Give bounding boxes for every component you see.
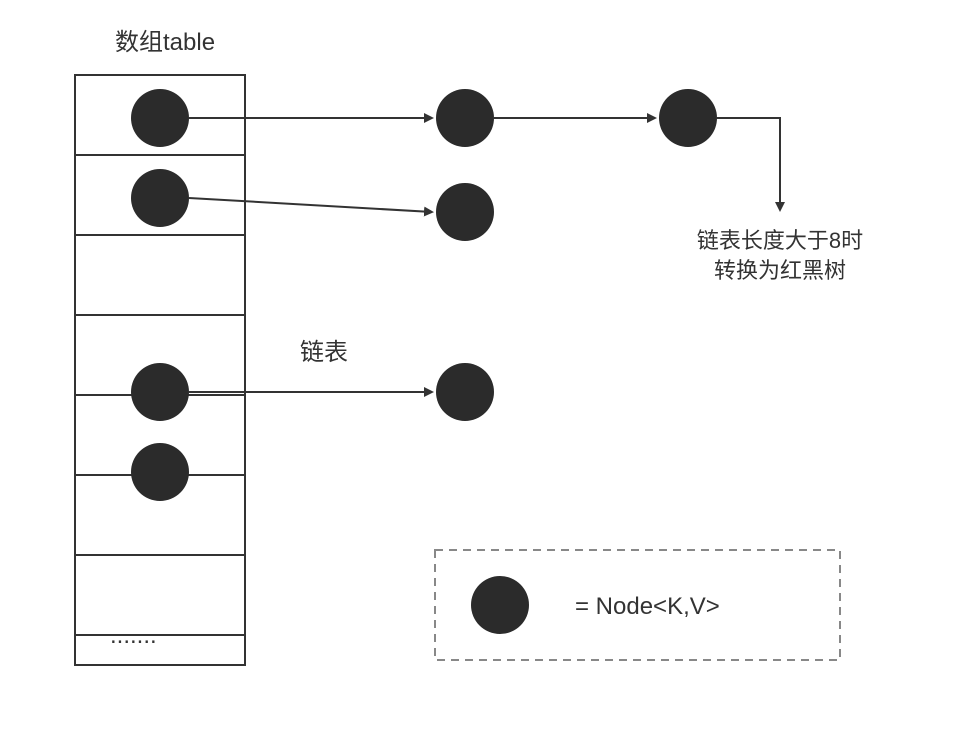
convert-arrow [717,118,780,210]
linked-list-label: 链表 [300,339,348,366]
node-circle [436,363,494,421]
edges [189,118,655,392]
diagram-title: 数组table [115,29,215,56]
table-cell [75,235,245,315]
legend-node-icon [471,576,529,634]
legend: = Node<K,V> [435,550,840,660]
node-circle [131,169,189,227]
node-circle [131,443,189,501]
legend-text: = Node<K,V> [575,593,720,620]
node-circle [436,89,494,147]
table-cell [75,555,245,635]
bent-arrow [717,118,780,210]
node-circle [131,89,189,147]
table-cell-partial [75,635,245,665]
hashmap-structure-diagram: 数组table ....... 链表 链表长度大于8时 转换为红黑树 = Nod… [0,0,970,734]
conversion-note-line1: 链表长度大于8时 [697,228,863,253]
conversion-note-line2: 转换为红黑树 [714,258,846,283]
node-circle [436,183,494,241]
node-circle [131,363,189,421]
node-circle [659,89,717,147]
table-ellipsis: ....... [110,622,157,649]
